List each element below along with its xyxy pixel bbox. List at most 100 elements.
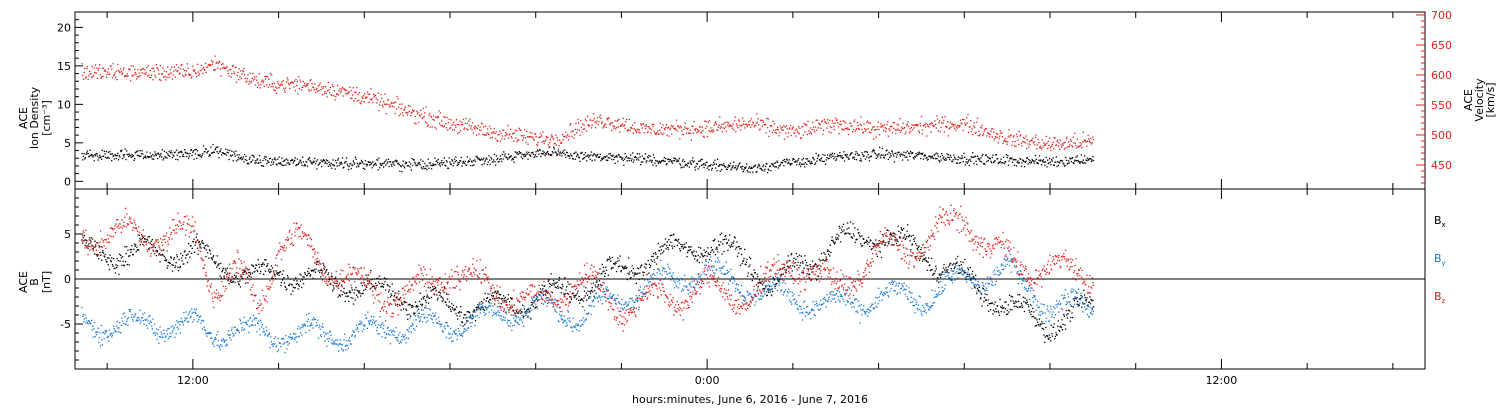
velocity-point [867,121,868,122]
Bx-point [527,317,528,318]
velocity-point [345,93,346,94]
density-point [733,162,734,163]
Bx-point [411,307,412,308]
velocity-point [758,124,759,125]
velocity-point [370,88,371,89]
density-point [454,159,455,160]
Bx-point [923,259,924,260]
velocity-point [979,135,980,136]
velocity-point [361,96,362,97]
Bx-point [1011,309,1012,310]
Bx-point [931,258,932,259]
velocity-point [260,84,261,85]
velocity-point [834,123,835,124]
velocity-point [984,131,985,132]
Bx-point [550,284,551,285]
Bx-point [111,257,112,258]
Bx-point [263,274,264,275]
velocity-point [421,114,422,115]
density-point [367,164,368,165]
Bx-point [213,255,214,256]
velocity-point [1075,145,1076,146]
density-point [964,157,965,158]
density-point [298,163,299,164]
density-point [1046,157,1047,158]
Bx-point [495,291,496,292]
density-point [136,151,137,152]
density-point [965,161,966,162]
Bx-point [799,265,800,266]
Bx-point [1010,300,1011,301]
Bx-point [430,287,431,288]
velocity-point [842,129,843,130]
density-point [958,156,959,157]
By-point [158,329,159,330]
density-point [218,157,219,158]
density-point [615,163,616,164]
velocity-point [1046,136,1047,137]
velocity-point [492,133,493,134]
Bx-point [978,290,979,291]
velocity-point [735,117,736,118]
Bx-point [673,234,674,235]
velocity-point [474,128,475,129]
Bx-point [716,247,717,248]
velocity-point [386,113,387,114]
velocity-point [264,76,265,77]
Bx-point [96,242,97,243]
density-point [981,161,982,162]
density-point [221,154,222,155]
density-point [984,164,985,165]
velocity-point [737,125,738,126]
Bx-point [140,241,141,242]
velocity-point [678,126,679,127]
velocity-point [683,134,684,135]
Bx-point [577,293,578,294]
density-point [809,160,810,161]
velocity-point [144,73,145,74]
Bx-point [184,250,185,251]
Bx-point [738,253,739,254]
velocity-point [1038,139,1039,140]
Bx-point [219,268,220,269]
density-point [413,159,414,160]
velocity-point [388,99,389,100]
velocity-point [639,132,640,133]
Bx-point [787,266,788,267]
Bx-point [319,272,320,273]
density-point [640,164,641,165]
velocity-point [844,121,845,122]
density-point [99,155,100,156]
velocity-point [420,116,421,117]
density-point [617,156,618,157]
Bx-point [692,252,693,253]
velocity-point [268,79,269,80]
Bx-point [1021,303,1022,304]
Bx-point [321,272,322,273]
Bx-point [894,233,895,234]
density-point [1085,163,1086,164]
velocity-point [698,130,699,131]
velocity-point [176,64,177,65]
density-point [812,163,813,164]
Bx-point [245,270,246,271]
velocity-point [479,129,480,130]
Bx-point [402,304,403,305]
velocity-point [117,64,118,65]
density-point [176,150,177,151]
Bx-point [954,266,955,267]
density-point [245,156,246,157]
Bx-point [139,238,140,239]
Bx-point [384,281,385,282]
Bx-point [1032,316,1033,317]
velocity-point [1004,140,1005,141]
density-point [712,168,713,169]
density-point [594,159,595,160]
density-point [520,152,521,153]
Bx-point [482,302,483,303]
velocity-point [739,125,740,126]
velocity-point [447,130,448,131]
density-point [559,152,560,153]
density-point [567,152,568,153]
velocity-point [380,101,381,102]
